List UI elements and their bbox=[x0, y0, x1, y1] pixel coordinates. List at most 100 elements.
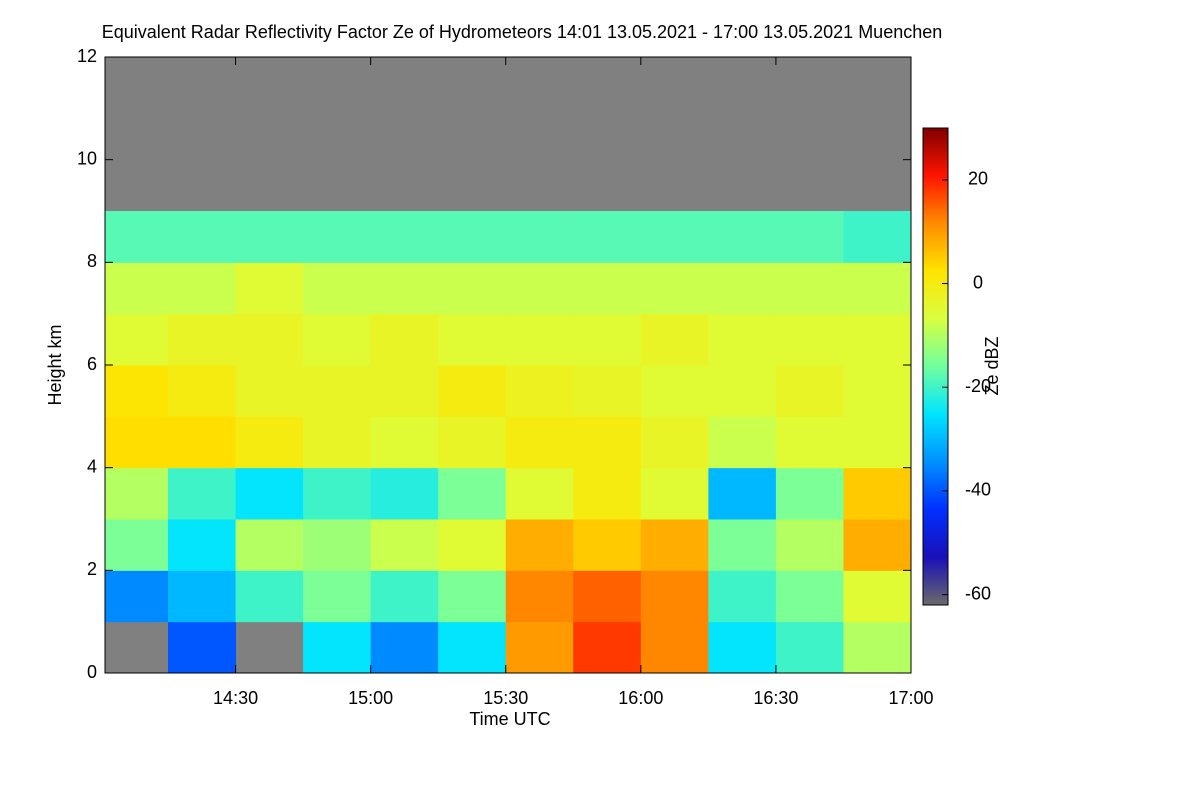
heatmap-cell bbox=[775, 365, 844, 417]
y-tick-label: 8 bbox=[87, 251, 97, 271]
x-tick-label: 16:30 bbox=[753, 688, 798, 708]
heatmap-cell bbox=[105, 262, 169, 315]
heatmap-cell bbox=[505, 416, 574, 469]
heatmap-cell bbox=[843, 211, 912, 263]
y-axis-label: Height km bbox=[45, 324, 65, 405]
heatmap-cell bbox=[235, 519, 304, 571]
heatmap-cell bbox=[105, 467, 169, 520]
heatmap-cell bbox=[573, 262, 642, 315]
colorbar-tick-label: -20 bbox=[965, 376, 991, 396]
heatmap-cell bbox=[303, 467, 372, 520]
heatmap-cell bbox=[105, 519, 169, 571]
heatmap-cell bbox=[235, 467, 304, 520]
heatmap-cell bbox=[438, 467, 507, 520]
heatmap-cell bbox=[370, 365, 439, 417]
heatmap-cell bbox=[370, 570, 439, 623]
heatmap-cell bbox=[370, 416, 439, 469]
heatmap-cell bbox=[370, 519, 439, 571]
heatmap-cell bbox=[505, 365, 574, 417]
heatmap-cell bbox=[303, 621, 372, 674]
heatmap-cell bbox=[573, 313, 642, 366]
heatmap-cell bbox=[168, 211, 237, 263]
heatmap-cell bbox=[640, 365, 709, 417]
y-tick-label: 4 bbox=[87, 456, 97, 476]
heatmap-cell bbox=[438, 365, 507, 417]
heatmap-cell bbox=[303, 262, 372, 315]
heatmap-cell bbox=[438, 570, 507, 623]
heatmap-cell bbox=[438, 313, 507, 366]
heatmap-cell bbox=[105, 416, 169, 469]
heatmap-cell bbox=[105, 365, 169, 417]
colorbar-tick-label: -40 bbox=[965, 480, 991, 500]
heatmap-cell bbox=[438, 211, 507, 263]
x-tick-label: 14:30 bbox=[213, 688, 258, 708]
heatmap-cell bbox=[370, 262, 439, 315]
heatmap-cell bbox=[843, 365, 912, 417]
heatmap-cell bbox=[303, 211, 372, 263]
heatmap-cell bbox=[708, 621, 777, 674]
heatmap-cell bbox=[438, 519, 507, 571]
heatmap-cell bbox=[168, 365, 237, 417]
heatmap-cell bbox=[640, 416, 709, 469]
y-tick-label: 6 bbox=[87, 354, 97, 374]
heatmap-cell bbox=[168, 416, 237, 469]
heatmap-cell bbox=[303, 570, 372, 623]
heatmap-cell bbox=[505, 519, 574, 571]
y-tick-label: 12 bbox=[77, 46, 97, 66]
colorbar-label: Ze dBZ bbox=[982, 336, 1002, 395]
chart-title: Equivalent Radar Reflectivity Factor Ze … bbox=[102, 22, 943, 42]
heatmap-cell bbox=[843, 467, 912, 520]
heatmap-cell bbox=[775, 262, 844, 315]
heatmap-cell bbox=[303, 365, 372, 417]
heatmap-cell bbox=[708, 467, 777, 520]
heatmap-cell bbox=[775, 416, 844, 469]
heatmap-cell bbox=[775, 211, 844, 263]
x-axis-label: Time UTC bbox=[469, 709, 550, 729]
heatmap-cell bbox=[168, 519, 237, 571]
heatmap-cell bbox=[105, 211, 169, 263]
heatmap-cell bbox=[843, 313, 912, 366]
heatmap-cell bbox=[708, 570, 777, 623]
x-tick-label: 15:00 bbox=[348, 688, 393, 708]
heatmap-cell bbox=[708, 416, 777, 469]
heatmap-cell bbox=[573, 211, 642, 263]
heatmap-cell bbox=[573, 365, 642, 417]
y-tick-label: 0 bbox=[87, 662, 97, 682]
heatmap-cell bbox=[708, 519, 777, 571]
x-tick-label: 15:30 bbox=[483, 688, 528, 708]
heatmap-cell bbox=[438, 416, 507, 469]
heatmap-cell bbox=[640, 467, 709, 520]
heatmap-cell bbox=[370, 313, 439, 366]
heatmap-cell bbox=[640, 211, 709, 263]
heatmap-cell bbox=[708, 365, 777, 417]
heatmap-cell bbox=[303, 313, 372, 366]
colorbar-tick-label: 20 bbox=[968, 169, 988, 189]
colorbar-tick-label: -60 bbox=[965, 583, 991, 603]
heatmap-cell bbox=[370, 621, 439, 674]
heatmap-cell bbox=[438, 262, 507, 315]
heatmap-cell bbox=[370, 211, 439, 263]
heatmap-cell bbox=[573, 570, 642, 623]
heatmap-cell bbox=[775, 570, 844, 623]
heatmap-cell bbox=[105, 570, 169, 623]
heatmap-cell bbox=[505, 211, 574, 263]
heatmap-cell bbox=[505, 570, 574, 623]
heatmap-cell bbox=[708, 262, 777, 315]
heatmap-cell bbox=[168, 570, 237, 623]
heatmap-cell bbox=[235, 365, 304, 417]
heatmap-cell bbox=[505, 467, 574, 520]
heatmap-cell bbox=[505, 262, 574, 315]
heatmap-cell bbox=[235, 262, 304, 315]
heatmap-cell bbox=[708, 211, 777, 263]
heatmap-cell bbox=[168, 262, 237, 315]
colorbar bbox=[922, 127, 949, 606]
heatmap-cell bbox=[708, 313, 777, 366]
heatmap-cell bbox=[640, 621, 709, 674]
heatmap-cell bbox=[775, 467, 844, 520]
x-tick-label: 16:00 bbox=[618, 688, 663, 708]
heatmap-cell bbox=[640, 313, 709, 366]
heatmap-cell bbox=[235, 570, 304, 623]
heatmap-cell bbox=[105, 313, 169, 366]
y-tick-label: 2 bbox=[87, 559, 97, 579]
